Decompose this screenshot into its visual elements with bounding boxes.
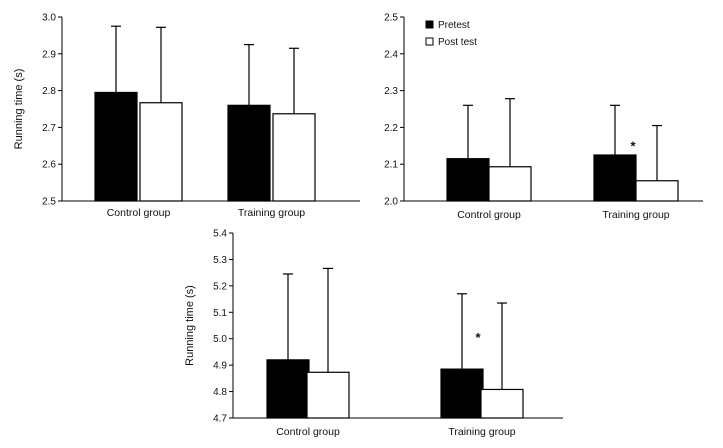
y-tick-label: 5.3: [213, 255, 227, 266]
chart-panel-2: 2.0 2.1 2.2 2.3 2.4 2.5 Control group Training …: [384, 13, 703, 221]
y-tick-label: 2.8: [42, 86, 56, 97]
bar-pretest-training: [593, 154, 637, 202]
category-label: Control group: [107, 207, 171, 219]
legend: Pretest Post test: [425, 20, 477, 48]
y-tick-label: 4.9: [213, 361, 227, 372]
y-tick-label: 2.7: [42, 123, 56, 134]
y-tick-label: 2.1: [384, 160, 398, 171]
y-tick-label: 5.2: [213, 281, 227, 292]
significance-star: *: [630, 138, 636, 153]
bar-posttest-training: [272, 113, 316, 202]
category-label: Control group: [276, 426, 340, 438]
y-tick-label: 4.7: [213, 414, 227, 425]
y-tick-label: 2.0: [384, 197, 398, 208]
y-tick-label: 5.0: [213, 334, 227, 345]
category-label: Training group: [238, 207, 305, 219]
y-tick-label: 5.4: [213, 229, 227, 240]
legend-label: Post test: [438, 37, 477, 48]
y-tick-label: 5.1: [213, 308, 227, 319]
chart-panel-1: 2.5 2.6 2.7 2.8 2.9 3.0 Running time (s) Contro…: [13, 13, 360, 219]
category-label: Training group: [448, 426, 515, 438]
y-tick-label: 2.5: [384, 13, 398, 24]
y-tick-label: 3.0: [42, 13, 56, 24]
y-axis-title: Running time (s): [184, 285, 196, 366]
bar-pretest-control: [94, 91, 138, 202]
legend-swatch: [425, 37, 434, 46]
bar-posttest-training: [635, 180, 679, 202]
legend-label: Pretest: [438, 20, 470, 31]
legend-swatch: [425, 20, 434, 29]
significance-star: *: [475, 330, 481, 345]
category-label: Control group: [457, 209, 521, 221]
y-tick-label: 2.3: [384, 86, 398, 97]
bar-posttest-training: [480, 388, 524, 419]
y-axis-title: Running time (s): [13, 69, 25, 150]
category-label: Training group: [602, 209, 669, 221]
y-tick-label: 2.4: [384, 49, 398, 60]
y-tick-label: 2.6: [42, 160, 56, 171]
bar-pretest-control: [266, 359, 310, 419]
bar-pretest-training: [440, 368, 484, 419]
y-tick-label: 2.5: [42, 197, 56, 208]
bar-posttest-control: [306, 371, 350, 419]
bar-pretest-control: [446, 158, 490, 202]
y-tick-label: 2.9: [42, 49, 56, 60]
chart-panel-3: 4.7 4.8 4.9 5.0 5.1 5.2 5.3 5.4 Running time (s)…: [184, 229, 563, 438]
y-tick-label: 2.2: [384, 123, 398, 134]
bar-pretest-training: [227, 104, 271, 202]
y-tick-label: 4.8: [213, 387, 227, 398]
bar-posttest-control: [488, 166, 532, 202]
bar-posttest-control: [139, 102, 183, 202]
